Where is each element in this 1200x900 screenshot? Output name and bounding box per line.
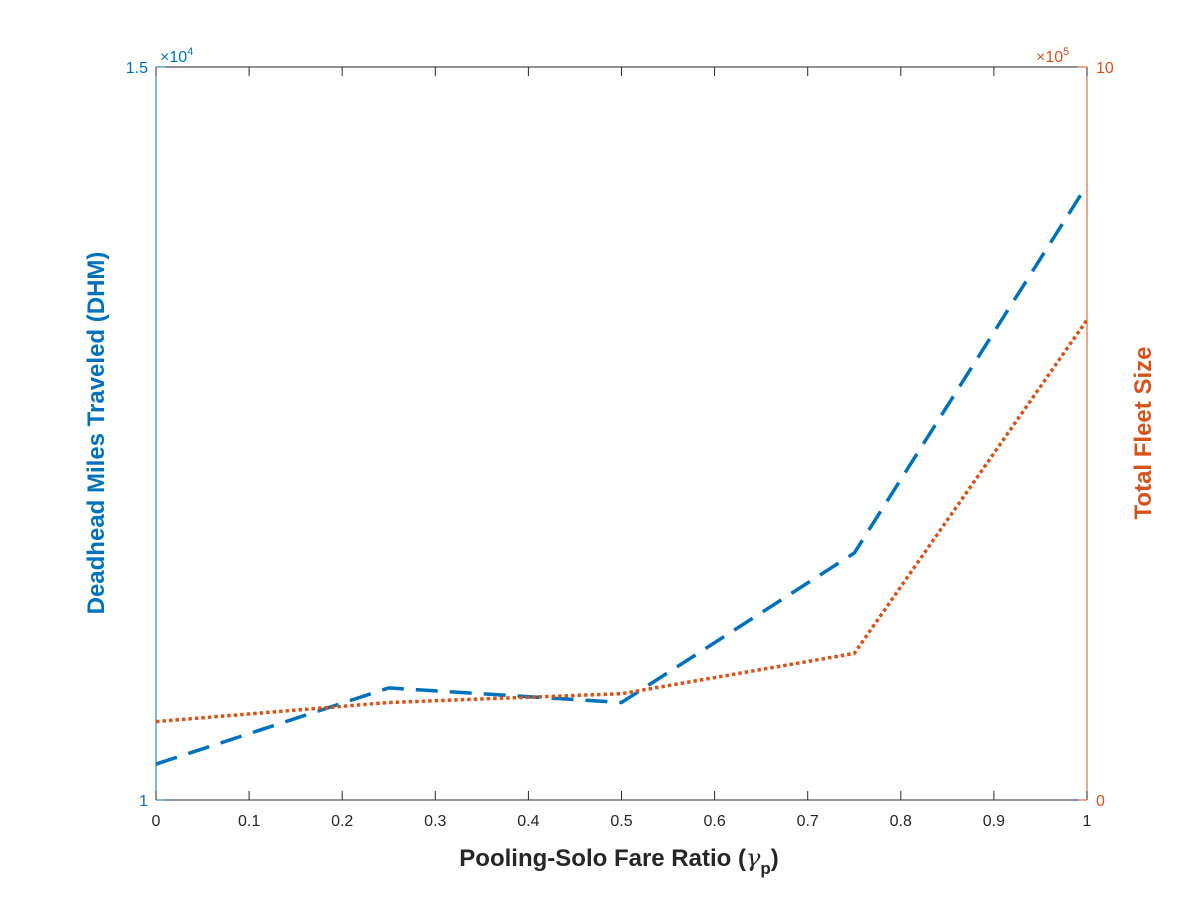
left-multiplier-exponent: 4 [187, 46, 193, 58]
x-axis-title-close: ) [771, 845, 779, 872]
x-tick-label: 0.1 [238, 813, 260, 830]
x-tick-label: 0.6 [703, 813, 725, 830]
x-tick-label: 0.4 [517, 813, 539, 830]
x-tick-label: 0.7 [797, 813, 819, 830]
deadhead-miles-series-line [155, 184, 1089, 766]
right-axis-multiplier: ×105 [1036, 46, 1069, 66]
x-tick-label: 0.2 [331, 813, 353, 830]
left-y-tick-label: 1 [139, 793, 148, 810]
x-axis-title-text: Pooling-Solo Fare Ratio ( [459, 845, 746, 872]
right-y-axis-ticks: 0 10 [1078, 60, 1114, 810]
series-layer [155, 184, 1089, 766]
right-multiplier-base: ×10 [1036, 49, 1063, 66]
right-y-tick-label: 10 [1096, 60, 1114, 77]
left-y-axis-title: Deadhead Miles Traveled (DHM) [83, 252, 110, 615]
x-axis-title-subscript: p [760, 859, 770, 878]
x-axis-title: Pooling-Solo Fare Ratio (γp) [459, 844, 778, 878]
x-tick-label: 0.8 [890, 813, 912, 830]
x-tick-label: 1 [1083, 813, 1092, 830]
left-multiplier-base: ×10 [160, 49, 187, 66]
x-tick-label: 0 [152, 813, 161, 830]
left-axis-multiplier: ×104 [160, 46, 193, 66]
x-axis-ticks: 0 0.1 0.2 0.3 0.4 0.5 0.6 0.7 0.8 0.9 1 [152, 67, 1092, 830]
right-y-axis-title: Total Fleet Size [1130, 347, 1157, 520]
x-tick-label: 0.9 [983, 813, 1005, 830]
left-y-tick-label: 1.5 [126, 60, 148, 77]
x-tick-label: 0.5 [610, 813, 632, 830]
right-multiplier-exponent: 5 [1063, 46, 1069, 58]
left-y-axis-ticks: 11.5 [126, 60, 165, 810]
right-y-tick-label: 0 [1096, 793, 1105, 810]
x-axis-title-symbol: γ [746, 844, 761, 872]
x-tick-label: 0.3 [424, 813, 446, 830]
